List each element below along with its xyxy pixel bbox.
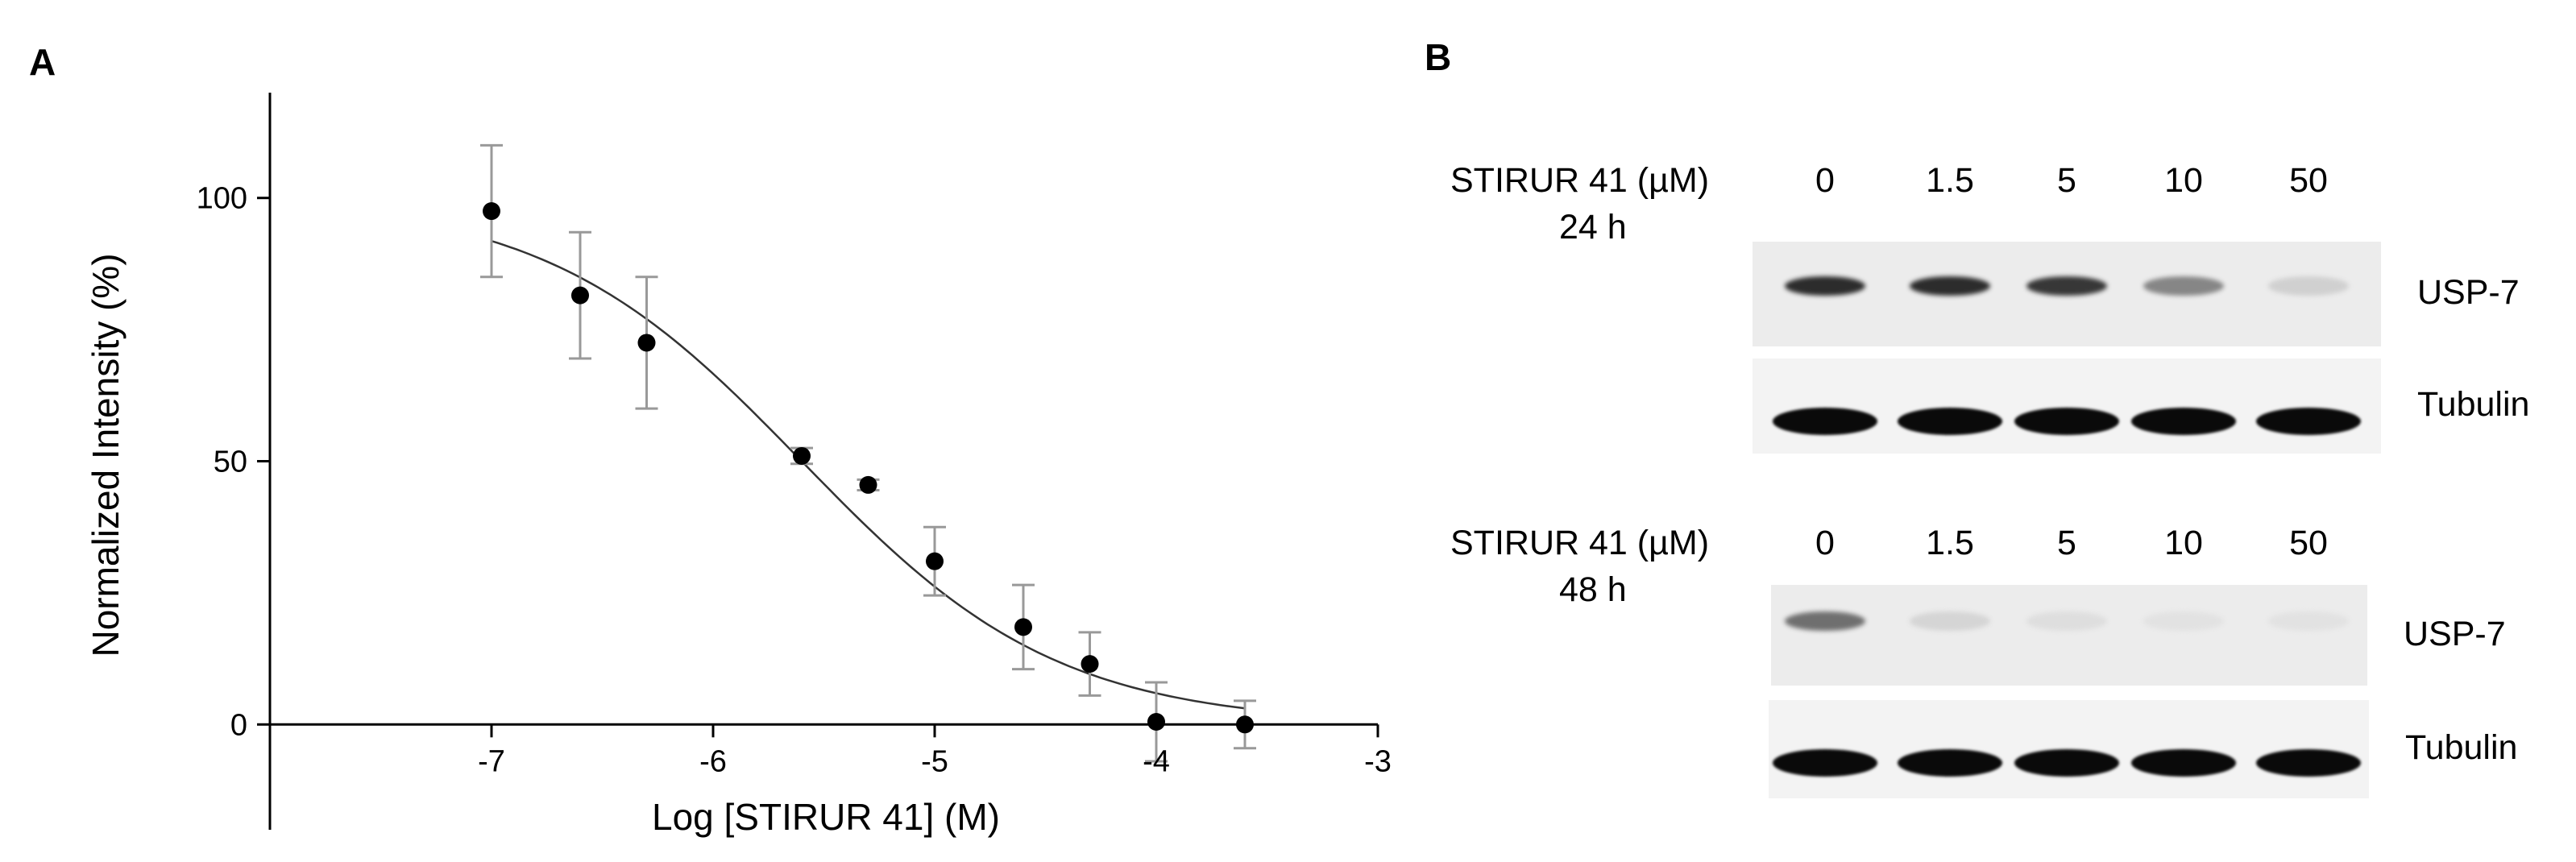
blot-band [2131,749,2236,777]
data-point [637,334,656,352]
data-point [483,202,500,221]
data-point [926,552,944,570]
lane-concentration: 10 [2164,524,2203,562]
chart-axes [257,93,1379,830]
blot-band [2268,611,2349,631]
lane-concentration: 1.5 [1926,524,1974,562]
lane-concentration: 50 [2289,524,2328,562]
blot-band [2026,611,2107,631]
lane-concentration: 0 [1815,524,1835,562]
lane-concentration: 10 [2164,161,2203,200]
data-point [1236,715,1254,734]
blot-band [1898,408,2002,435]
data-points [483,202,1254,734]
blot-band [1773,749,1877,777]
blot-band [2143,276,2224,296]
data-point [1081,655,1099,673]
x-tick-label: -3 [1364,744,1392,778]
lane-concentration: 50 [2289,161,2328,200]
time-label: 24 h [1559,208,1627,247]
treatment-label: STIRUR 41 (µM) [1450,161,1710,200]
tubulin-label: Tubulin [2405,728,2518,767]
tubulin-label: Tubulin [2417,385,2530,424]
tubulin-blot-strip [1753,358,2381,454]
usp7-label: USP-7 [2404,614,2506,653]
blot-band [1785,611,1865,631]
blot-band [2014,749,2119,777]
x-tick-label: -5 [921,744,948,778]
lane-concentration: 0 [1815,161,1835,200]
fit-curve [491,240,1246,710]
blot-band [1773,408,1877,435]
time-label: 48 h [1559,570,1627,609]
data-point [859,475,877,494]
usp7-label: USP-7 [2417,273,2520,312]
blot-band [1910,611,1990,631]
x-tick-label: -4 [1143,744,1170,778]
lane-concentration: 5 [2057,524,2076,562]
data-point [793,446,811,465]
blot-band [2026,276,2107,296]
blot-band [2131,408,2236,435]
x-tick-label: -6 [699,744,727,778]
x-tick-label: -7 [478,744,505,778]
blot-band [1785,276,1865,296]
blot-band [2268,276,2349,296]
tubulin-blot-strip [1769,700,2369,798]
dose-response-chart: -7 -6 -5 -4 -3 0 50 100 Log [STIRUR 41] (M) Nor… [85,93,1392,838]
blot-band [1898,749,2002,777]
treatment-label: STIRUR 41 (µM) [1450,524,1710,562]
blot-band [2143,611,2224,631]
blot-band [2256,408,2361,435]
y-tick-label: 0 [230,708,247,742]
usp7-blot-strip [1771,585,2367,686]
data-point [571,286,589,305]
y-tick-label: 100 [197,182,247,216]
y-tick-label: 50 [214,446,247,479]
blot-band [2256,749,2361,777]
panel-b-label: B [1425,36,1452,78]
usp7-blot-strip [1753,242,2381,346]
data-point [1147,713,1165,731]
x-axis-label: Log [STIRUR 41] (M) [652,796,1000,838]
data-point [1014,618,1032,636]
blot-band [2014,408,2119,435]
panel-a-label: A [29,41,56,83]
error-bars [480,143,1256,763]
blot-band [1910,276,1990,296]
tick-labels: -7 -6 -5 -4 -3 0 50 100 [197,182,1392,779]
lane-concentration: 1.5 [1926,161,1974,200]
y-axis-label: Normalized Intensity (%) [85,253,127,657]
lane-concentration: 5 [2057,161,2076,200]
